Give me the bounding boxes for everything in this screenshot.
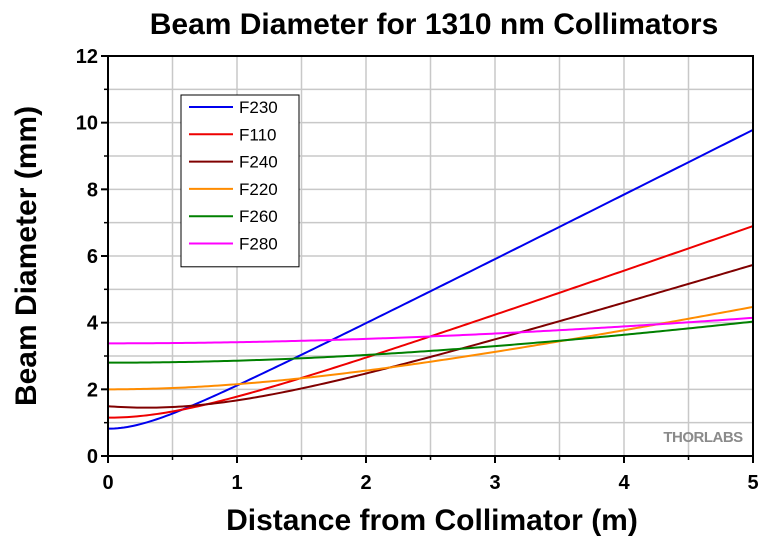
y-tick-label: 12	[76, 46, 98, 68]
x-tick-label: 0	[102, 472, 113, 494]
legend-label-f280: F280	[239, 235, 278, 254]
x-tick-label: 2	[360, 472, 371, 494]
y-axis-label: Beam Diameter (mm)	[10, 106, 43, 406]
x-axis-label: Distance from Collimator (m)	[226, 504, 638, 537]
thorlabs-watermark: THORLABS	[663, 429, 743, 446]
series-line-f230	[107, 128, 754, 430]
x-tick-label: 4	[618, 472, 630, 494]
grid	[108, 56, 753, 456]
legend-label-f260: F260	[239, 207, 278, 226]
x-tick-label: 5	[747, 472, 758, 494]
legend-label-f110: F110	[239, 125, 277, 144]
y-tick-label: 10	[76, 113, 98, 135]
y-tick-label: 6	[87, 246, 98, 268]
chart-title: Beam Diameter for 1310 nm Collimators	[150, 8, 719, 41]
y-tick-label: 8	[87, 179, 98, 201]
y-tick-label: 4	[87, 313, 99, 335]
y-tick-label: 2	[87, 379, 98, 401]
x-tick-label: 1	[231, 472, 242, 494]
series-line-f260	[108, 320, 754, 364]
series-line-f240	[107, 263, 754, 409]
series-line-f280	[108, 316, 754, 345]
series-line-f220	[108, 305, 754, 391]
y-tick-label: 0	[87, 446, 98, 468]
legend: F230 F110 F240 F220 F260 F280	[180, 94, 300, 268]
series-lines	[107, 128, 754, 430]
legend-label-f240: F240	[239, 153, 278, 172]
legend-label-f230: F230	[239, 98, 278, 117]
legend-label-f220: F220	[239, 180, 278, 199]
legend-box	[180, 94, 300, 268]
x-tick-label: 3	[489, 472, 500, 494]
